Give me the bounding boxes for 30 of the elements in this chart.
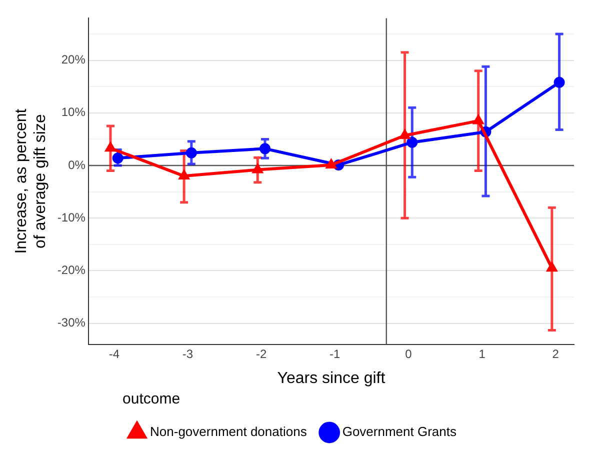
x-tick-label: 1 bbox=[478, 346, 486, 361]
x-tick-label: -1 bbox=[330, 346, 341, 361]
legend-label: Non-government donations bbox=[150, 424, 308, 440]
point bbox=[554, 76, 565, 88]
y-tick-label: -30% bbox=[57, 316, 86, 330]
x-tick-label: -4 bbox=[108, 346, 120, 361]
y-tick-label: -10% bbox=[57, 210, 86, 224]
point bbox=[473, 115, 484, 124]
x-axis-title: Years since gift bbox=[277, 370, 386, 387]
legend-label: Government Grants bbox=[342, 424, 457, 440]
x-tick-label: 0 bbox=[405, 346, 412, 361]
x-tick-label: -2 bbox=[256, 346, 267, 361]
point bbox=[546, 262, 557, 272]
y-tick-label: 0% bbox=[68, 158, 86, 172]
point bbox=[326, 159, 336, 168]
point bbox=[400, 130, 410, 140]
x-tick-label: -3 bbox=[182, 346, 194, 361]
point bbox=[179, 170, 190, 180]
y-tick-label: 20% bbox=[61, 52, 86, 67]
legend-title: outcome bbox=[122, 390, 180, 408]
y-axis-title: Increase, as percent of average gift size bbox=[13, 108, 50, 254]
x-tick-label: 2 bbox=[552, 346, 560, 361]
y-tick-label: -20% bbox=[57, 263, 86, 278]
y-tick-label: 10% bbox=[61, 105, 86, 120]
point bbox=[252, 164, 263, 174]
point bbox=[186, 147, 197, 158]
point bbox=[106, 142, 116, 152]
point bbox=[112, 152, 124, 164]
point bbox=[259, 143, 270, 154]
point bbox=[406, 136, 418, 148]
